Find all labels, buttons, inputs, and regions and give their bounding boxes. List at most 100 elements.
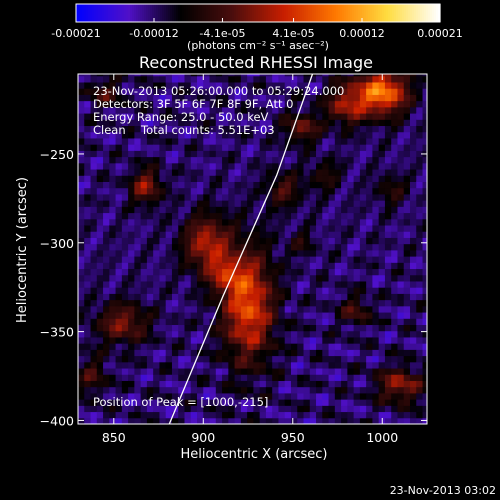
heatmap-cell (334, 249, 342, 257)
heatmap-cell (128, 231, 135, 238)
heatmap-cell (96, 218, 104, 226)
heatmap-cell (416, 193, 424, 201)
heatmap-cell (215, 324, 223, 332)
heatmap-cell (247, 280, 254, 288)
heatmap-cell (372, 417, 380, 424)
heatmap-cell (397, 361, 405, 369)
heatmap-cell (146, 312, 154, 319)
colorbar-cell (424, 4, 427, 22)
heatmap-cell (410, 349, 417, 357)
colorbar-cell (284, 4, 287, 22)
heatmap-cell (403, 299, 411, 307)
heatmap-cell (253, 144, 261, 151)
heatmap-cell (190, 324, 198, 332)
heatmap-cell (203, 411, 211, 419)
heatmap-cell (140, 249, 148, 257)
heatmap-cell (78, 169, 85, 176)
heatmap-cell (159, 150, 167, 158)
colorbar-cell (180, 4, 183, 22)
heatmap-cell (403, 411, 411, 419)
heatmap-cell (272, 287, 279, 294)
heatmap-cell (178, 380, 185, 388)
heatmap-cell (184, 262, 192, 270)
heatmap-cell (165, 81, 173, 89)
heatmap-cell (309, 249, 317, 257)
heatmap-cell (378, 268, 386, 276)
heatmap-cell (422, 380, 427, 388)
colorbar-cell (400, 4, 403, 22)
heatmap-cell (322, 106, 330, 114)
heatmap-cell (353, 150, 361, 158)
heatmap-cell (297, 256, 304, 263)
heatmap-cell (391, 218, 398, 226)
heatmap-cell (297, 386, 304, 394)
heatmap-cell (165, 162, 173, 170)
colorbar-cell (406, 4, 409, 22)
heatmap-cell (422, 293, 427, 301)
heatmap-cell (190, 206, 198, 214)
heatmap-cell (416, 206, 424, 214)
heatmap-cell (422, 374, 427, 381)
heatmap-cell (78, 88, 85, 95)
heatmap-cell (303, 74, 311, 77)
heatmap-cell (378, 386, 386, 394)
heatmap-cell (410, 94, 417, 102)
colorbar-cell (282, 4, 285, 22)
heatmap-cell (197, 106, 204, 114)
heatmap-cell (109, 225, 117, 232)
heatmap-cell (146, 212, 154, 220)
heatmap-cell (378, 249, 386, 257)
heatmap-cell (309, 399, 317, 406)
colorbar-cell (370, 4, 373, 22)
heatmap-cell (234, 280, 242, 288)
heatmap-cell (322, 374, 330, 381)
colorbar-cell (368, 4, 371, 22)
heatmap-cell (259, 274, 267, 282)
heatmap-cell (171, 417, 179, 424)
heatmap-cell (153, 293, 160, 301)
heatmap-cell (121, 137, 129, 145)
heatmap-cell (309, 113, 317, 120)
heatmap-cell (153, 330, 160, 338)
heatmap-cell (322, 274, 330, 282)
colorbar-cell (166, 4, 169, 22)
heatmap-cell (384, 237, 392, 245)
heatmap-cell (84, 312, 92, 319)
heatmap-cell (247, 218, 254, 226)
heatmap-cell (121, 355, 129, 363)
heatmap-cell (197, 318, 204, 326)
heatmap-cell (140, 392, 148, 400)
heatmap-cell (309, 206, 317, 214)
heatmap-cell (328, 144, 336, 151)
heatmap-cell (366, 144, 373, 151)
heatmap-cell (215, 81, 223, 89)
heatmap-cell (391, 150, 398, 158)
heatmap-cell (115, 75, 123, 83)
heatmap-cell (272, 249, 279, 257)
colorbar-cell (244, 4, 247, 22)
heatmap-cell (190, 100, 198, 108)
heatmap-cell (416, 262, 424, 270)
heatmap-cell (297, 231, 304, 238)
heatmap-cell (209, 249, 217, 257)
heatmap-cell (203, 206, 211, 214)
heatmap-cell (84, 274, 92, 282)
heatmap-cell (146, 355, 154, 363)
heatmap-cell (347, 399, 355, 406)
heatmap-cell (234, 405, 242, 413)
heatmap-cell (197, 330, 204, 338)
heatmap-cell (209, 268, 217, 276)
heatmap-cell (128, 336, 135, 344)
heatmap-cell (297, 287, 304, 294)
heatmap-cell (378, 274, 386, 282)
heatmap-cell (341, 386, 348, 394)
heatmap-cell (121, 237, 129, 245)
heatmap-cell (222, 380, 229, 388)
heatmap-cell (171, 361, 179, 369)
heatmap-cell (96, 206, 104, 214)
colorbar-cell (134, 4, 137, 22)
heatmap-cell (410, 125, 417, 133)
heatmap-cell (384, 100, 392, 108)
heatmap-cell (78, 392, 85, 400)
heatmap-cell (334, 411, 342, 419)
